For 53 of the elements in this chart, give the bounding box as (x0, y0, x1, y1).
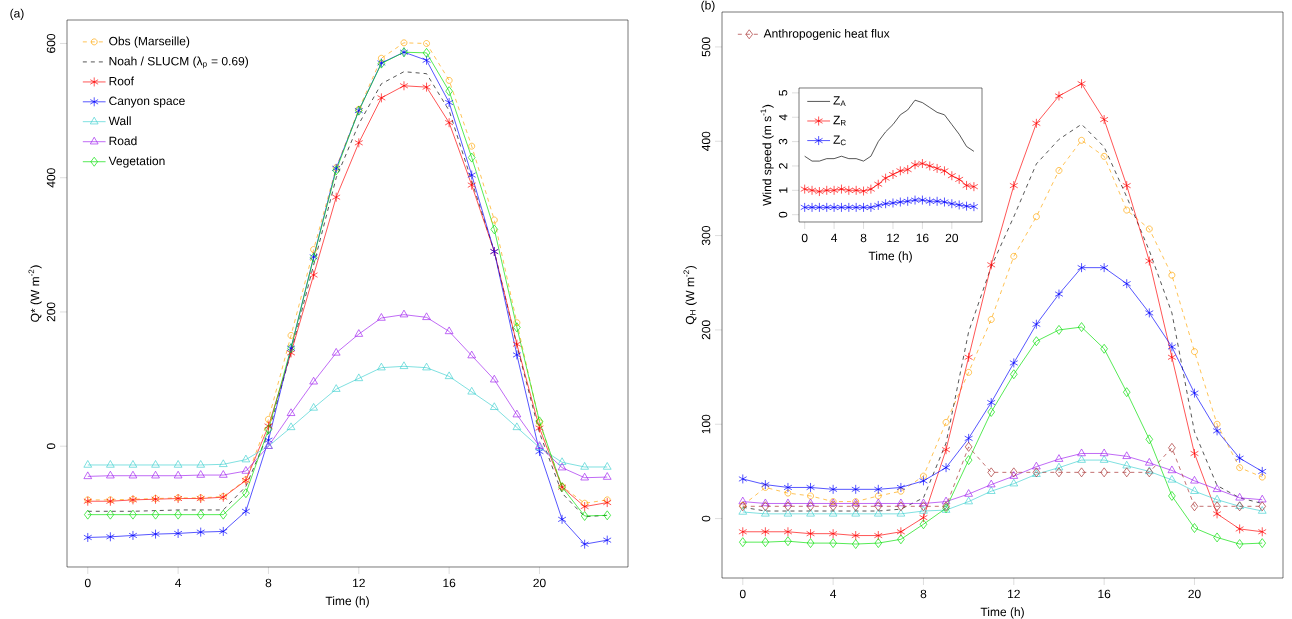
y-tick-label: 3 (778, 138, 788, 145)
x-tick-label: 16 (1098, 589, 1111, 599)
legend-label: Z$_{R}$ (833, 115, 846, 126)
y-tick-label: 5 (778, 90, 788, 96)
x-tick-label: 0 (739, 589, 746, 599)
y-tick-label: 400 (701, 131, 711, 151)
x-tick-label: 0 (84, 578, 91, 588)
chart-title: (a) (10, 8, 24, 20)
legend-label: Road (109, 136, 137, 146)
x-tick-label: 8 (860, 233, 867, 243)
legend-label: Noah / SLUCM (λ$_{p}$ = 0.69) (109, 56, 249, 69)
legend-label: Roof (109, 76, 134, 86)
y-tick-label: 1 (779, 187, 788, 193)
y-tick-label: 500 (701, 37, 711, 57)
y-tick-label: 200 (701, 320, 711, 340)
x-axis-title: Time (h) (980, 607, 1024, 619)
x-tick-label: 4 (175, 578, 182, 587)
y-axis-title: Q* (W m$^{-2}$) (28, 265, 42, 322)
y-tick-label: 200 (46, 302, 56, 322)
x-tick-label: 20 (1188, 589, 1201, 599)
y-tick-label: 100 (701, 414, 711, 434)
y-axis-title: Q$_{H}$ (W m$^{-2}$) (683, 265, 697, 325)
y-tick-label: 4 (779, 114, 788, 121)
x-tick-label: 0 (801, 233, 808, 243)
x-tick-label: 4 (831, 233, 838, 242)
legend-label: Z$_{A}$ (833, 96, 846, 106)
y-axis-title: Wind speed (m s$^{-1}$) (760, 104, 774, 206)
x-tick-label: 20 (945, 233, 959, 243)
x-tick-label: 8 (265, 578, 272, 588)
legend-label: Z$_{C}$ (833, 135, 846, 146)
x-tick-label: 16 (443, 578, 456, 588)
x-axis-title: Time (h) (325, 596, 369, 608)
x-tick-label: 20 (533, 578, 546, 588)
x-axis-title: Time (h) (868, 251, 912, 263)
x-tick-label: 8 (920, 589, 927, 599)
x-tick-label: 12 (1008, 589, 1020, 599)
legend-label: Vegetation (108, 156, 165, 168)
y-tick-label: 2 (778, 163, 788, 169)
y-tick-label: 0 (778, 211, 788, 218)
legend-label: Anthropogenic heat flux (763, 28, 890, 41)
legend-label: Obs (Marseille) (109, 36, 190, 48)
y-tick-label: 0 (46, 443, 56, 450)
y-tick-label: 300 (701, 226, 711, 246)
legend-label: Wall (108, 116, 131, 126)
y-tick-label: 600 (46, 33, 56, 53)
x-tick-label: 12 (353, 578, 365, 588)
chart-title: (b) (701, 0, 715, 12)
x-tick-label: 12 (887, 233, 900, 243)
y-tick-label: 400 (46, 168, 56, 188)
x-tick-label: 16 (916, 233, 929, 243)
legend-label: Canyon space (109, 96, 185, 108)
y-tick-label: 0 (701, 515, 711, 522)
x-tick-label: 4 (830, 589, 837, 598)
